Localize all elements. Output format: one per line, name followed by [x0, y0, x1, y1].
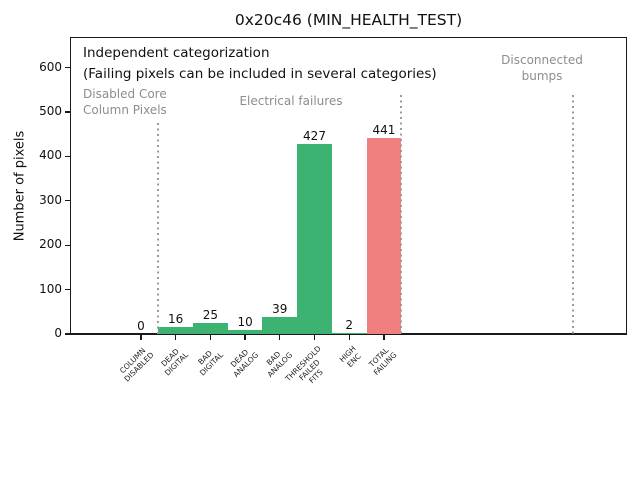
- bar: [262, 316, 298, 334]
- bar-value-label: 10: [237, 314, 253, 329]
- bar-value-label: 2: [345, 318, 354, 333]
- annotation-note-line1: Independent categorization: [83, 45, 270, 61]
- section-label-disabled-core: Disabled Core Column Pixels: [83, 87, 167, 117]
- y-axis-tick: [65, 244, 70, 246]
- x-tick-label: DEAD ANALOG: [228, 347, 260, 380]
- plot-spine-top: [70, 37, 627, 39]
- y-axis-tick: [65, 66, 70, 69]
- y-tick-label: 300: [39, 192, 62, 207]
- x-tick-label: THRESHOLD FAILED FITS: [283, 344, 325, 386]
- y-axis-tick: [65, 155, 70, 158]
- x-axis-tick: [140, 335, 142, 340]
- x-tick-label: TOTAL FAILING: [367, 345, 399, 378]
- section-label-disconnected-bumps: Disconnected bumps: [501, 53, 583, 83]
- bar-value-label: 441: [372, 123, 396, 138]
- bar-value-label: 0: [137, 319, 145, 333]
- chart-title: 0x20c46 (MIN_HEALTH_TEST): [234, 11, 463, 29]
- y-axis-tick: [65, 200, 70, 202]
- bar: [331, 333, 367, 335]
- bar: [227, 329, 263, 334]
- y-tick-label: 500: [39, 104, 62, 118]
- x-tick-label: DEAD DIGITAL: [159, 346, 191, 378]
- bar: [193, 322, 228, 334]
- x-axis-tick: [313, 335, 316, 340]
- bar: [158, 326, 194, 334]
- x-axis-tick: [383, 335, 385, 340]
- annotation-note-line2: (Failing pixels can be included in sever…: [83, 66, 437, 82]
- x-tick-label: COLUMN DISABLED: [118, 345, 156, 384]
- section-separator: [157, 123, 160, 334]
- plot-area: Independent categorization (Failing pixe…: [65, 37, 627, 340]
- x-axis-tick: [175, 335, 177, 340]
- bar: [366, 138, 402, 334]
- bar-value-label: 39: [272, 301, 288, 316]
- y-tick-label: 100: [39, 281, 62, 296]
- x-axis-tick: [279, 335, 281, 340]
- y-tick-label: 200: [39, 237, 62, 252]
- bar-value-label: 25: [202, 307, 219, 322]
- bar-value-label: 16: [168, 311, 184, 326]
- x-axis-tick: [244, 335, 246, 340]
- x-axis-tick: [348, 335, 350, 340]
- x-axis-tick: [209, 335, 212, 340]
- bar-value-label: 427: [303, 129, 326, 144]
- y-axis-label: Number of pixels: [12, 130, 28, 242]
- x-tick-label: HIGH ENC: [337, 344, 363, 370]
- y-axis-tick: [65, 333, 70, 335]
- bar: [297, 144, 332, 334]
- section-separator: [400, 95, 403, 334]
- y-axis-tick: [65, 288, 70, 291]
- plot-spine-left: [70, 37, 72, 335]
- plot-spine-right: [625, 37, 627, 335]
- y-tick-label: 600: [39, 59, 62, 74]
- y-axis-tick: [65, 111, 70, 113]
- y-tick-label: 0: [54, 326, 62, 340]
- section-separator: [572, 95, 575, 334]
- x-tick-label: BAD DIGITAL: [196, 348, 226, 378]
- y-tick-label: 400: [39, 148, 62, 163]
- section-label-electrical-failures: Electrical failures: [239, 94, 343, 108]
